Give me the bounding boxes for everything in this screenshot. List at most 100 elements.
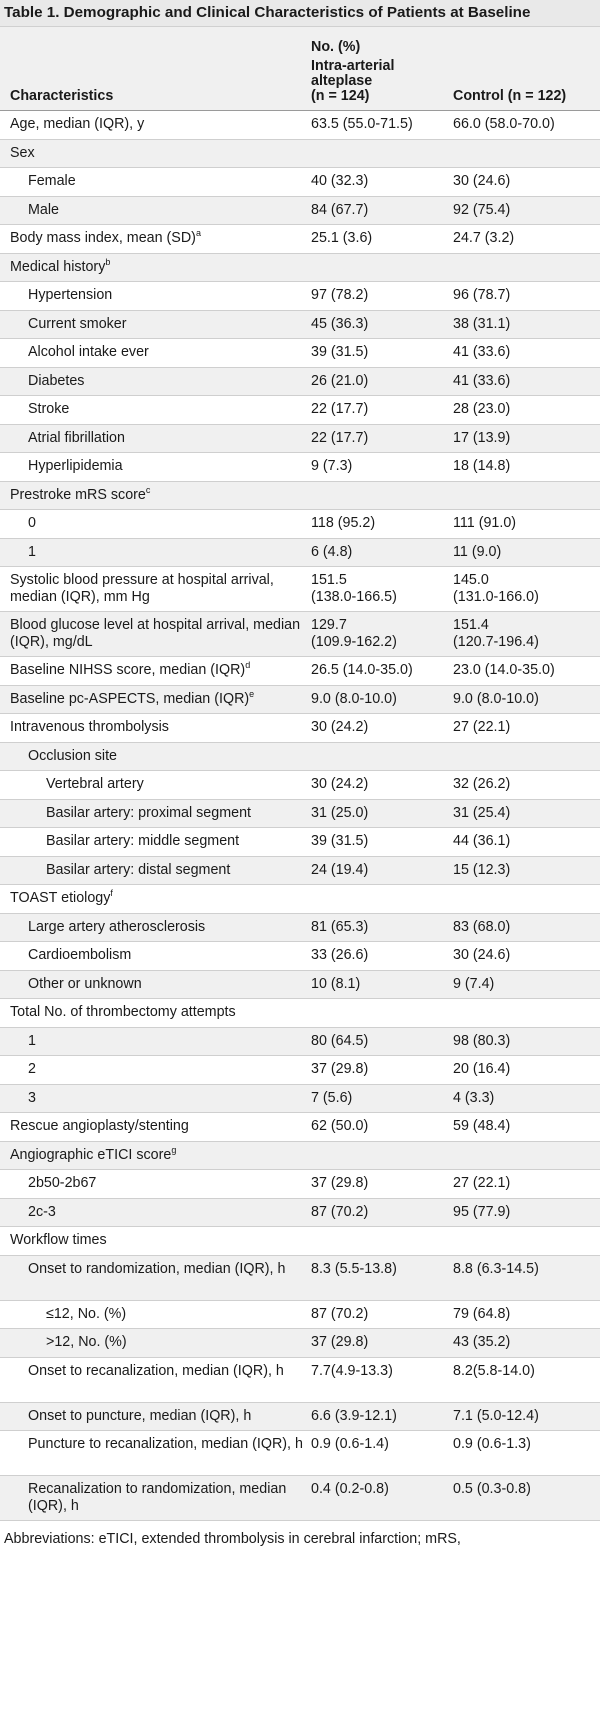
row-label: Basilar artery: distal segment — [0, 856, 311, 885]
value-control: 59 (48.4) — [453, 1112, 600, 1142]
table-row: Angiographic eTICI scoreg — [0, 1141, 600, 1170]
table-row: Diabetes 26 (21.0) 41 (33.6) — [0, 367, 600, 396]
table-row: Onset to puncture, median (IQR), h 6.6 (3… — [0, 1402, 600, 1431]
row-label-text: 2 — [28, 1061, 36, 1077]
value-line: 129.7 — [311, 617, 347, 633]
value-line: 17 (13.9) — [453, 429, 511, 446]
value-line: 37 (29.8) — [311, 1061, 369, 1077]
value-line: 24.7 (3.2) — [453, 230, 515, 246]
value-intervention — [311, 998, 453, 1028]
value-line-2: (109.9-162.2) — [311, 634, 397, 650]
table-row: >12, No. (%) 37 (29.8) 43 (35.2) — [0, 1328, 600, 1358]
row-label-text: 3 — [28, 1089, 36, 1106]
row-label-text: Stroke — [28, 401, 70, 417]
row-label: Hypertension — [0, 281, 311, 311]
value-line: 37 (29.8) — [311, 1334, 369, 1350]
value-control — [453, 253, 600, 282]
row-label-text: TOAST etiology — [10, 890, 111, 906]
row-label: Cardioembolism — [0, 941, 311, 971]
value-intervention: 87 (70.2) — [311, 1198, 453, 1227]
table-row: 1 80 (64.5) 98 (80.3) — [0, 1027, 600, 1056]
value-line: 45 (36.3) — [311, 315, 369, 332]
header-control: Control (n = 122) — [453, 59, 600, 111]
value-intervention: 30 (24.2) — [311, 770, 453, 800]
header-intervention-line2: alteplase — [311, 73, 373, 89]
value-line: 84 (67.7) — [311, 201, 369, 218]
row-label-text: Systolic blood pressure at hospital arri… — [10, 572, 274, 605]
value-intervention: 62 (50.0) — [311, 1112, 453, 1142]
table-row: Sex — [0, 139, 600, 168]
value-intervention — [311, 884, 453, 914]
row-label: Other or unknown — [0, 970, 311, 999]
row-label: ≤12, No. (%) — [0, 1300, 311, 1329]
value-line: 80 (64.5) — [311, 1032, 369, 1049]
table-row: Total No. of thrombectomy attempts — [0, 998, 600, 1028]
table-row: Baseline pc-ASPECTS, median (IQR)e 9.0 (8… — [0, 685, 600, 714]
value-intervention: 30 (24.2) — [311, 713, 453, 743]
row-label-text: Sex — [10, 144, 35, 161]
value-line: 15 (12.3) — [453, 861, 511, 878]
value-intervention: 40 (32.3) — [311, 167, 453, 197]
value-control: 15 (12.3) — [453, 856, 600, 885]
value-intervention: 84 (67.7) — [311, 196, 453, 225]
table-row: Male 84 (67.7) 92 (75.4) — [0, 196, 600, 225]
value-intervention: 151.5 (138.0-166.5) — [311, 566, 453, 612]
row-label: Total No. of thrombectomy attempts — [0, 998, 311, 1028]
value-intervention: 6.6 (3.9-12.1) — [311, 1402, 453, 1431]
row-label-text: Onset to puncture, median (IQR), h — [28, 1407, 252, 1424]
value-line: 7.1 (5.0-12.4) — [453, 1407, 539, 1424]
footnote-marker: g — [171, 1144, 177, 1155]
footnote-marker: f — [110, 888, 113, 899]
value-line: 0.5 (0.3-0.8) — [453, 1481, 531, 1497]
value-control — [453, 742, 600, 771]
row-label-text: ≤12, No. (%) — [46, 1305, 127, 1322]
table-row: 0 118 (95.2) 111 (91.0) — [0, 509, 600, 539]
value-line: 83 (68.0) — [453, 918, 511, 935]
row-label: Systolic blood pressure at hospital arri… — [0, 566, 311, 612]
value-line: 0.4 (0.2-0.8) — [311, 1481, 389, 1497]
table-row: Blood glucose level at hospital arrival,… — [0, 611, 600, 657]
value-line: 37 (29.8) — [311, 1175, 369, 1191]
row-label: Intravenous thrombolysis — [0, 713, 311, 743]
row-label-text: Female — [28, 173, 76, 189]
value-intervention: 6 (4.8) — [311, 538, 453, 567]
value-control: 9.0 (8.0-10.0) — [453, 685, 600, 714]
value-intervention: 33 (26.6) — [311, 941, 453, 971]
footnote-marker: c — [145, 484, 151, 495]
value-control: 18 (14.8) — [453, 452, 600, 482]
table-row: Stroke 22 (17.7) 28 (23.0) — [0, 395, 600, 425]
value-line: 8.8 (6.3-14.5) — [453, 1260, 539, 1277]
value-line: 30 (24.2) — [311, 776, 369, 792]
value-line: 151.4 — [453, 617, 489, 633]
value-control: 32 (26.2) — [453, 770, 600, 800]
value-line: 10 (8.1) — [311, 975, 361, 992]
value-control: 83 (68.0) — [453, 913, 600, 942]
value-intervention: 37 (29.8) — [311, 1328, 453, 1358]
footnote-marker: d — [245, 660, 251, 671]
value-control — [453, 139, 600, 168]
value-intervention: 7.7(4.9-13.3) — [311, 1357, 453, 1403]
value-control: 8.2(5.8-14.0) — [453, 1357, 600, 1403]
value-control: 7.1 (5.0-12.4) — [453, 1402, 600, 1431]
value-control: 23.0 (14.0-35.0) — [453, 656, 600, 686]
table-row: 2b50-2b67 37 (29.8) 27 (22.1) — [0, 1169, 600, 1199]
table-body: Age, median (IQR), y 63.5 (55.0-71.5) 66.0… — [0, 110, 600, 1521]
characteristics-table: No. (%) Characteristics Intra-arterial a… — [0, 27, 600, 1521]
footnote: Abbreviations: eTICI, extended thromboly… — [4, 1531, 461, 1547]
value-intervention: 10 (8.1) — [311, 970, 453, 999]
value-control: 24.7 (3.2) — [453, 224, 600, 254]
value-control: 30 (24.6) — [453, 941, 600, 971]
value-control — [453, 884, 600, 914]
table-row: Onset to randomization, median (IQR), h 8… — [0, 1255, 600, 1301]
value-line: 30 (24.2) — [311, 719, 369, 735]
value-line: 43 (35.2) — [453, 1334, 511, 1350]
value-line: 41 (33.6) — [453, 344, 511, 360]
value-line: 7.7(4.9-13.3) — [311, 1362, 393, 1379]
row-label: 2 — [0, 1055, 311, 1085]
value-line: 22 (17.7) — [311, 429, 369, 446]
value-intervention: 0.4 (0.2-0.8) — [311, 1475, 453, 1521]
value-intervention — [311, 139, 453, 168]
value-control — [453, 1226, 600, 1256]
row-label: Current smoker — [0, 310, 311, 339]
header-intervention-line3: (n = 124) — [311, 88, 370, 104]
